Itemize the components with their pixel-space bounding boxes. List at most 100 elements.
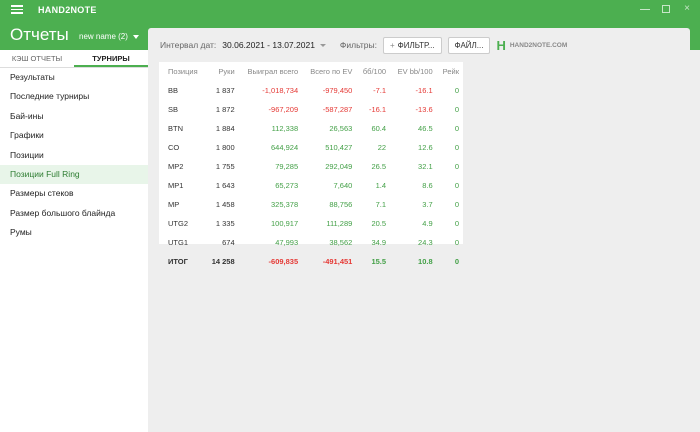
table-cell: 0 [454,257,459,266]
table-cell: SB [168,105,179,114]
sidebar-nav: Результаты Последние турниры Бай-ины График… [0,68,148,243]
menu-icon[interactable] [11,5,23,14]
table-cell: -967,209 [268,105,299,114]
file-button[interactable]: ФАЙЛ... [447,36,491,54]
table-cell: 1 458 [215,200,235,209]
sidebar-item[interactable]: Румы [10,227,32,238]
table-row[interactable]: UTG2 1 335 100,917 111,289 20.5 4.9 0 [159,214,463,233]
table-cell: 510,427 [325,143,353,152]
sidebar-item[interactable]: Результаты [10,72,55,82]
table-cell: 60.4 [371,124,387,133]
profile-dropdown[interactable]: new name (2) [79,32,139,41]
table-cell: 0 [454,86,459,95]
tab-tournaments[interactable]: ТУРНИРЫ [74,50,148,67]
sidebar-item[interactable]: Последние турниры [10,91,90,102]
table-cell: 46.5 [418,124,433,133]
table-cell: 24.3 [418,238,433,247]
table-row[interactable]: CO 1 800 644,924 510,427 22 12.6 0 [159,138,463,157]
table-cell: 20.5 [371,219,387,228]
table-total-row[interactable]: ИТОГ 14 258 -609,835 -491,451 15.5 10.8 0 [159,252,463,271]
table-cell: 1 335 [215,219,235,228]
date-range-select[interactable]: 30.06.2021 - 13.07.2021 [222,40,315,50]
table-cell: 10.8 [418,257,433,266]
table-cell: 111,289 [326,219,353,228]
table-cell: 1 800 [215,143,235,152]
table-cell: 7,640 [333,181,353,190]
table-cell: BTN [168,124,183,133]
table-cell: 8.6 [422,181,433,190]
table-cell: -1,018,734 [262,86,299,95]
table-cell: 112,338 [271,124,299,133]
table-cell: 47,993 [275,238,299,247]
table-cell: 1 837 [215,86,235,95]
filter-button[interactable]: + ФИЛЬТР... [382,36,442,54]
column-header[interactable]: Рейк [442,67,459,76]
table-cell: 0 [454,238,459,247]
table-row[interactable]: UTG1 674 47,993 38,562 34.9 24.3 0 [159,233,463,252]
table-cell: 644,924 [271,143,299,152]
table-cell: 292,049 [325,162,353,171]
column-header[interactable]: EV bb/100 [397,67,433,76]
filters-label: Фильтры: [339,40,377,50]
table-row[interactable]: MP2 1 755 79,285 292,049 26.5 32.1 0 [159,157,463,176]
close-icon[interactable]: × [684,3,690,14]
table-cell: 26,563 [329,124,353,133]
table-cell: 4.9 [422,219,433,228]
sidebar: КЭШ ОТЧЕТЫ ТУРНИРЫ Результаты Последние т… [0,50,148,432]
table-cell: 0 [454,162,459,171]
column-header[interactable]: Выиграл всего [247,67,299,76]
logo-text: HAND2NOTE.COM [509,41,568,49]
table-cell: 0 [454,219,459,228]
sidebar-item[interactable]: Позиции [10,149,44,160]
sidebar-item[interactable]: Бай-ины [10,110,44,121]
table-cell: 1 884 [215,124,235,133]
tab-cash-reports[interactable]: КЭШ ОТЧЕТЫ [11,54,63,63]
table-cell: 14 258 [211,257,235,266]
table-cell: -491,451 [322,257,353,266]
table-cell: MP1 [168,181,184,190]
table-cell: 7.1 [375,200,387,209]
table-cell: UTG1 [168,238,189,247]
table-cell: -587,287 [322,105,353,114]
profile-name: new name (2) [79,32,128,41]
chevron-down-icon[interactable] [319,43,326,47]
table-cell: 0 [454,105,459,114]
table-cell: 26.5 [371,162,387,171]
table-cell: MP [168,200,180,209]
table-cell: 1 643 [215,181,235,190]
sidebar-item[interactable]: Размеры стеков [10,188,74,199]
column-header[interactable]: Позиция [168,67,198,76]
table-cell: 0 [454,181,459,190]
sidebar-item[interactable]: Графики [10,130,44,141]
column-header[interactable]: бб/100 [362,67,387,76]
table-row[interactable]: BTN 1 884 112,338 26,563 60.4 46.5 0 [159,119,463,138]
table-row[interactable]: MP1 1 643 65,273 7,640 1.4 8.6 0 [159,176,463,195]
sidebar-item[interactable]: Позиции Full Ring [0,164,148,185]
table-cell: -16.1 [415,86,433,95]
date-interval-label: Интервал дат: [160,40,217,50]
table-header-row: Позиция Руки Выиграл всего Всего по EV бб/10… [159,62,463,81]
table-cell: -609,835 [268,257,299,266]
minimize-icon[interactable] [640,3,650,10]
table-cell: 0 [454,124,459,133]
maximize-icon[interactable] [662,5,670,13]
report-tabs: КЭШ ОТЧЕТЫ ТУРНИРЫ [0,50,148,68]
table-cell: BB [168,86,179,95]
filter-button-label: ФИЛЬТР... [397,40,435,50]
brand-logo[interactable]: H HAND2NOTE.COM [496,39,567,52]
sidebar-item[interactable]: Размер большого блайнда [10,207,116,218]
title-bar: HAND2NOTE × [0,0,700,19]
column-header[interactable]: Всего по EV [310,67,353,76]
column-header[interactable]: Руки [218,67,235,76]
positions-table: Позиция Руки Выиграл всего Всего по EV бб/10… [159,62,463,271]
table-cell: 0 [454,200,459,209]
table-cell: -13.6 [415,105,433,114]
table-cell: 0 [454,143,459,152]
table-cell: -16.1 [368,105,387,114]
table-row[interactable]: MP 1 458 325,378 88,756 7.1 3.7 0 [159,195,463,214]
table-row[interactable]: SB 1 872 -967,209 -587,287 -16.1 -13.6 0 [159,100,463,119]
table-row[interactable]: BB 1 837 -1,018,734 -979,450 -7.1 -16.1 0 [159,81,463,100]
table-cell: 22 [377,143,387,152]
table-cell: 100,917 [271,219,299,228]
table-cell: 38,562 [329,238,353,247]
